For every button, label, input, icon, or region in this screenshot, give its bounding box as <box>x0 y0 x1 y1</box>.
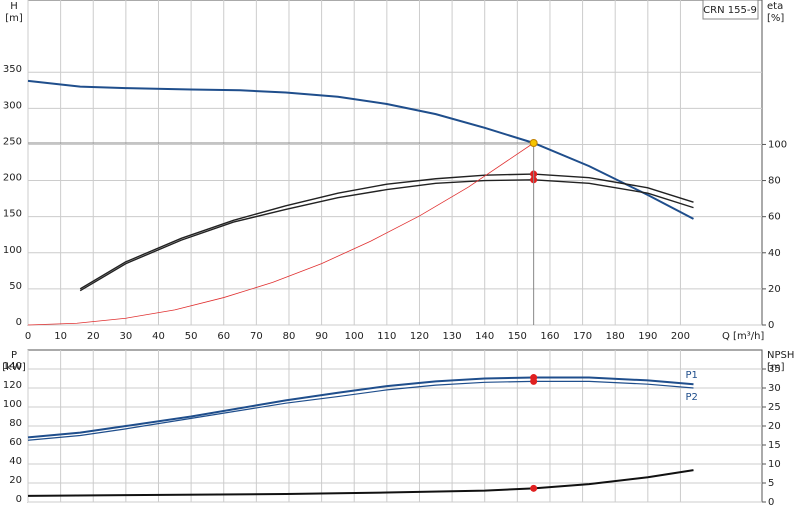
y2-label: NPSH <box>767 350 794 361</box>
y-tick-label: 100 <box>3 245 22 256</box>
x-label: Q [m³/h] <box>722 331 764 342</box>
y-tick-label: 60 <box>9 437 22 448</box>
y-unit: [m] <box>5 13 23 24</box>
y2-label: eta <box>767 1 783 12</box>
x-tick-label: 160 <box>540 331 559 342</box>
x-tick-label: 50 <box>185 331 198 342</box>
y2-tick-label: 0 <box>768 320 774 331</box>
plot-frame <box>27 0 763 326</box>
x-tick-label: 80 <box>283 331 296 342</box>
y2-tick-label: 0 <box>768 497 774 508</box>
point <box>529 139 538 147</box>
x-tick-label: 40 <box>152 331 165 342</box>
x-tick-label: 20 <box>87 331 100 342</box>
y2-tick-label: 60 <box>768 212 781 223</box>
y2-tick-label: 15 <box>768 440 781 451</box>
x-tick-label: 130 <box>443 331 462 342</box>
chart-title: CRN 155-9 <box>703 5 757 16</box>
x-tick-label: 170 <box>573 331 592 342</box>
y-tick-label: 50 <box>9 281 22 292</box>
series-line <box>27 142 534 326</box>
x-tick-label: 190 <box>638 331 657 342</box>
x-tick-label: 200 <box>671 331 690 342</box>
y2-tick-label: 20 <box>768 284 781 295</box>
x-tick-label: 60 <box>217 331 230 342</box>
x-tick-label: 180 <box>606 331 625 342</box>
y2-tick-label: 5 <box>768 478 774 489</box>
y2-tick-label: 40 <box>768 248 781 259</box>
x-tick-label: 100 <box>345 331 364 342</box>
y2-tick-label: 80 <box>768 176 781 187</box>
y-tick-label: 120 <box>3 380 22 391</box>
y-label: P <box>11 350 17 361</box>
y-tick-label: 140 <box>3 361 22 372</box>
series-line <box>27 376 694 439</box>
y-tick-label: 150 <box>3 209 22 220</box>
y-tick-label: 300 <box>3 100 22 111</box>
y-tick-label: 250 <box>3 136 22 147</box>
y-tick-label: 100 <box>3 399 22 410</box>
point <box>530 377 538 385</box>
series-line <box>27 79 694 220</box>
y-tick-label: 40 <box>9 456 22 467</box>
x-tick-label: 0 <box>25 331 31 342</box>
x-tick-label: 140 <box>475 331 494 342</box>
y2-tick-label: 100 <box>768 139 787 150</box>
x-tick-label: 70 <box>250 331 263 342</box>
y-tick-label: 80 <box>9 418 22 429</box>
y2-tick-label: 10 <box>768 459 781 470</box>
y-tick-label: 200 <box>3 173 22 184</box>
x-tick-label: 30 <box>119 331 132 342</box>
y2-tick-label: 30 <box>768 383 781 394</box>
y2-unit: [m] <box>767 362 785 373</box>
y-tick-label: 0 <box>16 317 22 328</box>
point <box>530 484 538 492</box>
x-tick-label: 90 <box>315 331 328 342</box>
title-box <box>702 0 759 20</box>
y2-tick-label: 35 <box>768 364 781 375</box>
y2-tick-label: 20 <box>768 421 781 432</box>
series-line <box>27 469 694 497</box>
series-line <box>27 380 694 441</box>
x-tick-label: 150 <box>508 331 527 342</box>
y-unit: [kW] <box>2 362 26 373</box>
x-tick-label: 110 <box>377 331 396 342</box>
series-label: P2 <box>685 392 697 403</box>
x-tick-label: 10 <box>54 331 67 342</box>
series-label: P1 <box>685 370 697 381</box>
x-tick-label: 120 <box>410 331 429 342</box>
y-tick-label: 20 <box>9 475 22 486</box>
y2-unit: [%] <box>767 13 784 24</box>
series-line <box>79 179 694 292</box>
series-line <box>79 173 694 290</box>
y2-tick-label: 25 <box>768 402 781 413</box>
y-label: H <box>10 1 18 12</box>
y-tick-label: 0 <box>16 494 22 505</box>
y-tick-label: 350 <box>3 64 22 75</box>
